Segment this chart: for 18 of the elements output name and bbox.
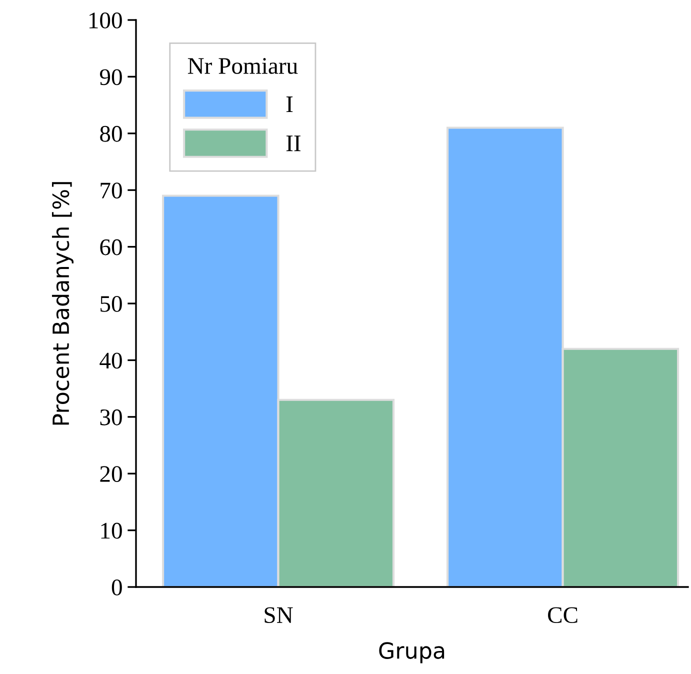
y-tick-label: 0 xyxy=(112,579,122,596)
legend-label: II xyxy=(286,136,300,152)
y-axis-title: Procent Badanych [%] xyxy=(52,182,74,425)
x-tick-label: SN xyxy=(264,607,293,624)
y-tick-label: 40 xyxy=(100,352,122,369)
y-tick-label: 50 xyxy=(100,296,122,312)
y-tick-label: 90 xyxy=(100,69,122,86)
x-axis-title: Grupa xyxy=(379,642,444,664)
y-tick-label: 70 xyxy=(100,182,122,199)
y-tick-label: 10 xyxy=(101,522,122,539)
y-tick-label: 30 xyxy=(100,409,122,426)
x-tick-label: CC xyxy=(548,607,578,624)
legend-label: I xyxy=(286,96,293,112)
y-tick-label: 60 xyxy=(100,239,122,256)
y-tick-label: 100 xyxy=(89,12,122,28)
y-tick-label: 80 xyxy=(100,126,122,142)
legend-title: Nr Pomiaru xyxy=(188,58,298,74)
y-tick-label: 20 xyxy=(100,466,122,482)
